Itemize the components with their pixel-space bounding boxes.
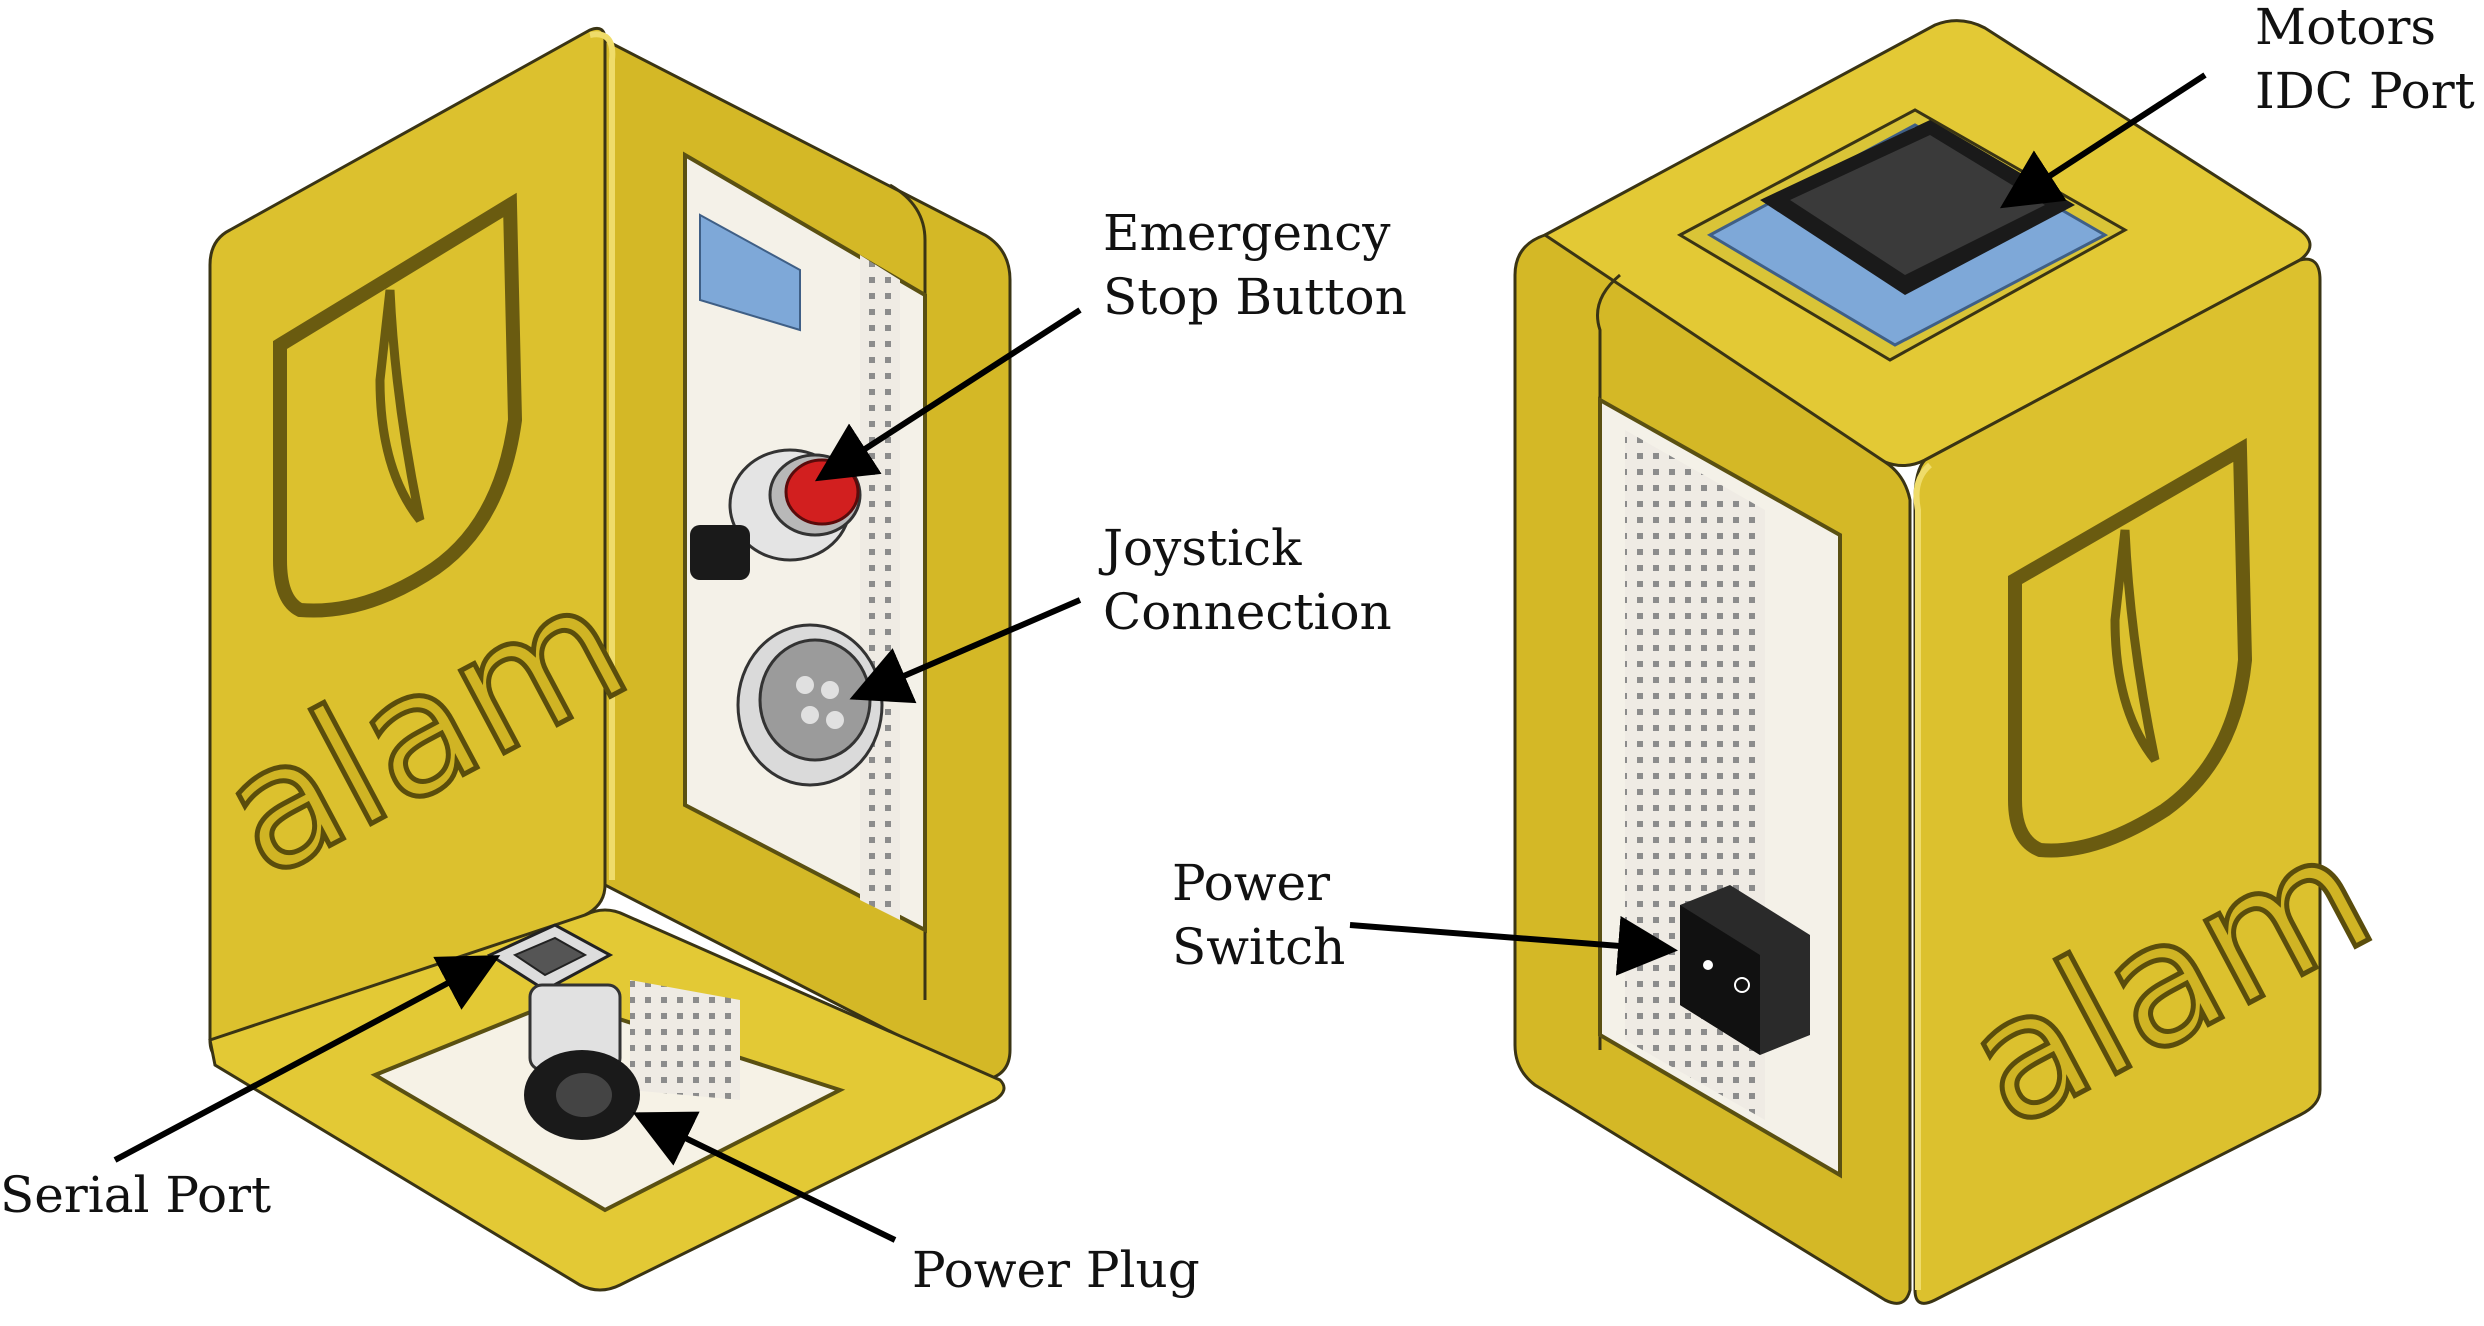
usb-serial-port-icon (486, 923, 614, 992)
arrow-power-switch (1349, 915, 1678, 976)
right-seam (1596, 273, 1621, 1050)
callout-arrows (113, 72, 2207, 1243)
left-breadboard (860, 255, 900, 920)
label-power-plug: Power Plug (912, 1241, 1200, 1299)
left-logo-shield-icon (273, 192, 523, 618)
right-enclosure: alam (1513, 19, 2404, 1305)
arrow-serial-port (113, 955, 501, 1163)
label-motors-idc-line2: IDC Port (2255, 62, 2475, 120)
label-emergency-stop: Emergency Stop Button (1103, 204, 1407, 326)
rocker-switch-icon (1680, 885, 1810, 1055)
label-motors-idc: Motors IDC Port (2255, 0, 2475, 120)
left-pcb (699, 213, 801, 332)
label-power-switch-line1: Power (1172, 854, 1330, 912)
left-front-panel (208, 26, 607, 1060)
left-bottom-breadboard (630, 980, 740, 1100)
left-edge-highlight (589, 31, 616, 880)
label-serial-port-line1: Serial Port (0, 1166, 271, 1224)
right-logo-leaf-icon (2110, 529, 2160, 763)
label-joystick-line2: Connection (1103, 583, 1392, 641)
label-power-plug-line1: Power Plug (912, 1241, 1200, 1299)
label-serial-port: Serial Port (0, 1166, 271, 1224)
arrow-power-plug (632, 1111, 897, 1243)
label-joystick: Joystick Connection (1098, 519, 1392, 641)
label-power-switch-line2: Switch (1172, 918, 1345, 976)
dc-power-jack-icon (524, 983, 640, 1140)
left-seam (889, 183, 927, 1000)
emergency-stop-button-icon (690, 448, 862, 580)
left-enclosure: alam (189, 26, 1012, 1292)
joystick-connector-icon (736, 623, 884, 787)
arrow-motors-idc (1999, 72, 2207, 209)
label-power-switch: Power Switch (1172, 854, 1345, 976)
label-motors-idc-line1: Motors (2255, 0, 2436, 56)
right-edge-highlight (1913, 462, 1933, 1290)
arrow-joystick (849, 597, 1082, 704)
arrow-emergency-stop (814, 307, 1082, 482)
label-joystick-line1: Joystick (1098, 519, 1302, 577)
left-logo-leaf-icon (375, 289, 425, 523)
right-logo-shield-icon (2008, 438, 2253, 858)
label-emergency-stop-line1: Emergency (1103, 204, 1391, 262)
label-emergency-stop-line2: Stop Button (1103, 268, 1407, 326)
idc-header-icon (1676, 108, 2129, 362)
